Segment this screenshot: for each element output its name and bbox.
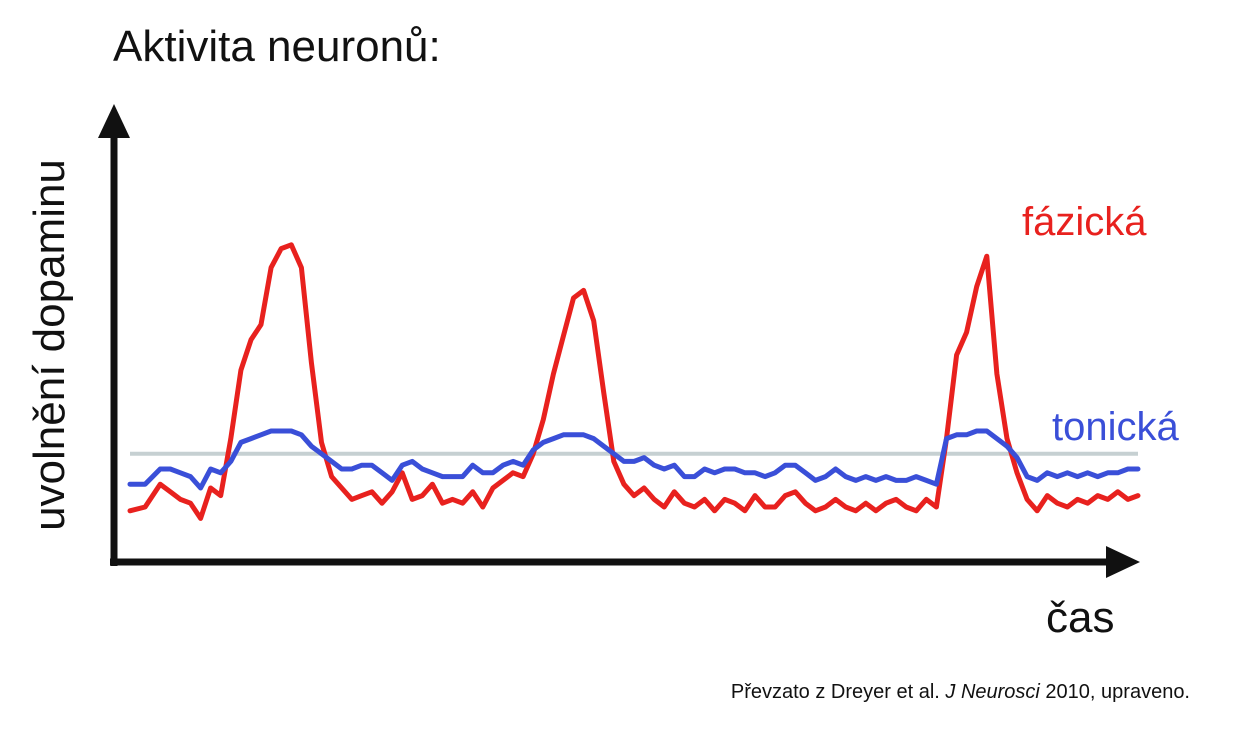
x-axis-arrow — [1106, 546, 1140, 578]
source-prefix: Převzato z Dreyer et al. — [730, 681, 946, 703]
series-line-tonic — [127, 428, 1141, 491]
y-axis-arrow — [98, 104, 130, 138]
axes — [98, 104, 1140, 578]
source-suffix: 2010, upraveno. — [1039, 681, 1190, 703]
source-journal: J Neurosci — [945, 681, 1040, 703]
y-axis-label: uvolnění dopaminu — [25, 159, 74, 531]
source-citation: Převzato z Dreyer et al. J Neurosci 2010… — [731, 681, 1190, 704]
series-line-phasic — [127, 242, 1141, 521]
series-label-tonic: tonická — [1052, 405, 1179, 449]
chart-title: Aktivita neuronů: — [113, 22, 441, 71]
series-label-phasic: fázická — [1022, 200, 1147, 244]
plot-area — [127, 242, 1141, 521]
x-axis-label: čas — [1046, 593, 1115, 642]
